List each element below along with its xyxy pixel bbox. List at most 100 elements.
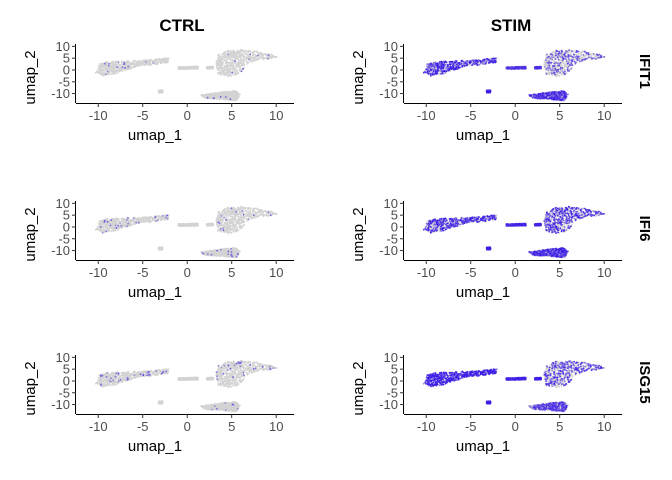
cell-point: [165, 58, 167, 60]
cell-point: [118, 61, 120, 63]
cell-point: [219, 93, 221, 95]
cell-point: [138, 60, 140, 62]
cell-point: [115, 70, 117, 72]
cell-point: [231, 91, 233, 93]
x-tick-label: 5: [228, 108, 235, 123]
cell-point: [108, 63, 110, 65]
cell-point: [228, 54, 230, 56]
cell-point: [147, 61, 149, 63]
cell-point: [207, 97, 209, 99]
cell-point: [107, 73, 109, 75]
cell-point: [153, 62, 155, 64]
cell-point: [126, 61, 128, 63]
cell-point: [160, 90, 162, 92]
cell-point: [243, 57, 245, 59]
cell-point: [240, 54, 242, 56]
cell-point: [231, 72, 233, 74]
cell-point: [121, 61, 123, 63]
cell-point: [256, 59, 258, 61]
cell-point: [577, 53, 579, 55]
cell-point: [275, 56, 277, 58]
cell-point: [564, 65, 566, 67]
cell-point: [133, 60, 135, 62]
cell-point: [222, 96, 224, 98]
cell-point: [556, 66, 558, 68]
cell-point: [204, 96, 206, 98]
cell-point: [223, 93, 225, 95]
cell-point: [230, 61, 232, 63]
cell-point: [135, 61, 137, 63]
cell-point: [236, 70, 238, 72]
cell-point: [104, 63, 106, 65]
cell-point: [239, 67, 241, 69]
cell-point: [222, 57, 224, 59]
cell-point: [261, 53, 263, 55]
cell-point: [265, 53, 267, 55]
cell-point: [156, 61, 158, 63]
cell-point: [227, 62, 229, 64]
cell-point: [136, 65, 138, 67]
cell-point: [230, 65, 232, 67]
cell-point: [236, 58, 238, 60]
cell-point: [582, 50, 584, 52]
panel-ifit1-stim: -10 -5 0 5 101050-5-10umap_1umap_2 IFIT1: [350, 39, 653, 144]
cell-point: [238, 94, 240, 96]
cell-point: [213, 97, 215, 99]
x-tick-label: -10: [89, 108, 108, 123]
cell-point: [116, 66, 118, 68]
cell-point: [118, 70, 120, 72]
cell-point: [143, 61, 145, 63]
cell-point: [230, 59, 232, 61]
cell-point: [254, 60, 256, 62]
cell-point: [226, 64, 228, 66]
cell-point: [248, 51, 250, 53]
cell-point: [123, 63, 125, 65]
cell-point: [99, 73, 101, 75]
cell-point: [115, 63, 117, 65]
cell-point: [253, 57, 255, 59]
cell-point: [227, 69, 229, 71]
cell-point: [202, 96, 204, 98]
cell-point: [240, 49, 242, 51]
cell-point: [111, 63, 113, 65]
cell-point: [121, 70, 123, 72]
cell-point: [133, 66, 135, 68]
cell-point: [255, 54, 257, 56]
cell-point: [163, 60, 165, 62]
cell-point: [226, 92, 228, 94]
cell-point: [230, 55, 232, 57]
cell-point: [234, 55, 236, 57]
cell-point: [270, 58, 272, 60]
cell-point: [229, 69, 231, 71]
cell-point: [217, 57, 219, 59]
cell-point: [259, 57, 261, 59]
cell-point: [106, 65, 108, 67]
cell-point: [122, 69, 124, 71]
cell-point: [244, 50, 246, 52]
cell-point: [238, 56, 240, 58]
cell-point: [218, 63, 220, 65]
cell-point: [111, 61, 113, 63]
cell-point: [219, 69, 221, 71]
cell-point: [231, 97, 233, 99]
cell-point: [240, 58, 242, 60]
cell-point: [113, 71, 115, 73]
cell-point: [250, 56, 252, 58]
cell-point: [221, 65, 223, 67]
cell-point: [228, 66, 230, 68]
cell-point: [219, 72, 221, 74]
cell-point: [223, 73, 225, 75]
cell-point: [557, 74, 559, 76]
cell-point: [259, 52, 261, 54]
cell-point: [100, 67, 102, 69]
cell-point: [228, 56, 230, 58]
cell-point: [236, 52, 238, 54]
cell-point: [102, 66, 104, 68]
cell-point: [222, 64, 224, 66]
cell-point: [227, 58, 229, 60]
cell-point: [122, 66, 124, 68]
cell-point: [231, 63, 233, 65]
points-group: [423, 49, 606, 102]
cell-point: [248, 58, 250, 60]
